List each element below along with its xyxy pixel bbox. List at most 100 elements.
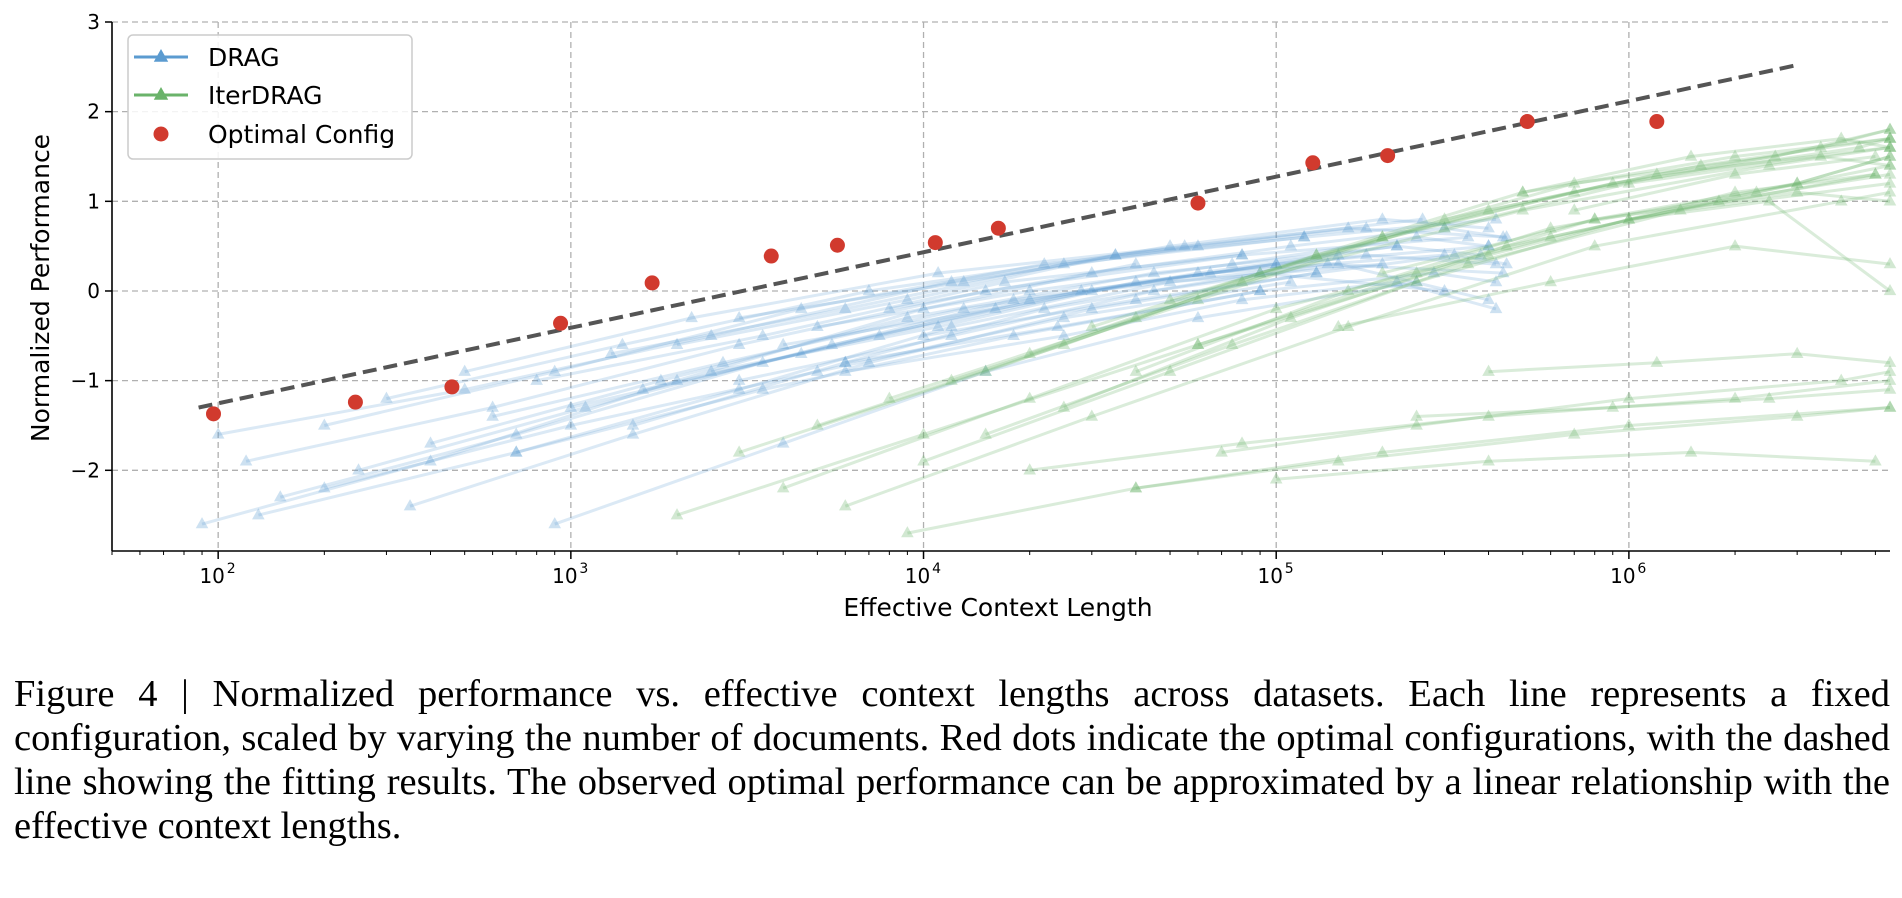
drag-point: [1085, 266, 1099, 278]
drag-point: [1376, 212, 1389, 224]
iterdrag-point: [1438, 212, 1451, 224]
drag-point: [776, 436, 790, 448]
drag-point: [318, 418, 331, 430]
iterdrag-point: [1544, 275, 1557, 287]
drag-point: [989, 301, 1002, 314]
drag-line: [409, 271, 1317, 508]
drag-point: [548, 364, 562, 376]
drag-point: [794, 346, 808, 358]
iterdrag-point: [1883, 400, 1897, 412]
iterdrag-line: [1628, 199, 1891, 293]
iterdrag-line: [1522, 137, 1891, 194]
iterdrag-point: [1191, 337, 1205, 349]
iterdrag-point: [1762, 391, 1776, 403]
iterdrag-point: [670, 508, 684, 520]
iterdrag-line: [922, 172, 1876, 463]
y-tick-label: −2: [71, 458, 100, 482]
x-tick-label: 10: [552, 564, 577, 588]
iterdrag-point: [1588, 212, 1602, 224]
y-tick-label: 1: [87, 189, 100, 213]
drag-point: [1284, 275, 1298, 287]
optimal-config-point: [990, 220, 1006, 236]
drag-point: [1147, 283, 1161, 296]
y-axis-label: Normalized Performance: [26, 134, 55, 442]
drag-point: [794, 301, 808, 314]
drag-point: [1178, 239, 1191, 251]
drag-point: [458, 382, 471, 394]
drag-point: [756, 355, 770, 367]
drag-line: [782, 244, 1481, 347]
drag-line: [738, 217, 1489, 320]
drag-line: [323, 235, 1305, 427]
iterdrag-point: [1790, 185, 1804, 197]
drag-point: [1410, 275, 1423, 287]
x-tick-label: 10: [905, 564, 930, 588]
drag-point: [917, 301, 930, 314]
iterdrag-point: [1129, 310, 1143, 323]
drag-point: [945, 328, 958, 341]
iterdrag-point: [1163, 364, 1177, 376]
iterdrag-point: [1814, 140, 1828, 152]
iterdrag-point: [1869, 454, 1882, 466]
iterdrag-line: [1029, 379, 1891, 472]
iterdrag-point: [1650, 167, 1664, 179]
iterdrag-point: [1622, 176, 1636, 188]
iterdrag-point: [1129, 481, 1143, 493]
iterdrag-point: [1883, 167, 1897, 179]
drag-line: [676, 226, 1507, 347]
drag-point: [424, 454, 437, 466]
drag-point: [1482, 239, 1495, 251]
drag-point: [862, 355, 876, 367]
drag-point: [1496, 266, 1510, 278]
iterdrag-point: [1883, 131, 1897, 143]
iterdrag-line: [1276, 450, 1876, 481]
drag-point: [1163, 239, 1177, 251]
iterdrag-point: [1883, 355, 1897, 367]
drag-point: [1235, 248, 1249, 260]
iterdrag-point: [1438, 221, 1451, 233]
drag-point: [1051, 319, 1064, 332]
iterdrag-point: [1284, 310, 1298, 323]
iterdrag-point: [1129, 481, 1143, 493]
drag-point: [957, 301, 971, 314]
iterdrag-point: [1883, 131, 1897, 143]
optimal-config-point: [347, 394, 363, 410]
drag-point: [1085, 283, 1099, 296]
iterdrag-point: [1768, 149, 1782, 161]
drag-point: [945, 275, 958, 287]
iterdrag-line: [1169, 128, 1891, 302]
iterdrag-point: [1883, 400, 1897, 412]
drag-point: [1235, 292, 1249, 305]
iterdrag-point: [979, 364, 992, 376]
iterdrag-point: [1790, 176, 1804, 188]
x-tick-label: 10: [199, 564, 224, 588]
optimal-config-point: [1305, 155, 1321, 171]
drag-point: [1332, 248, 1345, 260]
drag-point: [1359, 221, 1373, 233]
legend-circle-marker: [153, 126, 169, 142]
drag-point: [1284, 239, 1298, 251]
drag-point: [1235, 248, 1249, 260]
iterdrag-line: [1135, 164, 1891, 374]
drag-point: [1390, 239, 1404, 251]
drag-point: [883, 301, 896, 314]
iterdrag-line: [907, 406, 1891, 535]
iterdrag-point: [1129, 364, 1143, 376]
drag-point: [1500, 257, 1513, 269]
iterdrag-line: [1029, 137, 1891, 356]
iterdrag-line: [1488, 352, 1891, 374]
legend-triangle-marker: [153, 87, 169, 100]
iterdrag-point: [776, 481, 790, 493]
iterdrag-point: [1883, 176, 1897, 188]
drag-point: [252, 508, 265, 520]
iterdrag-point: [883, 391, 896, 403]
iterdrag-point: [1310, 248, 1323, 260]
iterdrag-point: [1516, 203, 1530, 215]
iterdrag-point: [1225, 337, 1239, 349]
x-tick-exponent: 5: [1285, 561, 1294, 577]
iterdrag-point: [1544, 230, 1557, 242]
x-axis-label: Effective Context Length: [843, 593, 1152, 622]
iterdrag-line: [782, 155, 1891, 490]
iterdrag-point: [1622, 391, 1636, 403]
